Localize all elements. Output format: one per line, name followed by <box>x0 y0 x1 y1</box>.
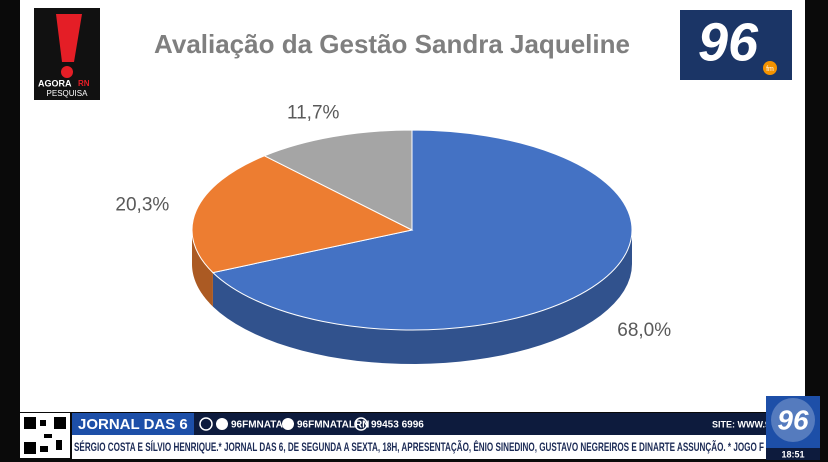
ticker-logo: 96 <box>777 404 809 435</box>
agora-logo: AGORA RN PESQUISA <box>34 8 100 100</box>
data-label: 20,3% <box>115 194 169 215</box>
ticker-logo-ring <box>771 398 815 442</box>
data-label: 11,7% <box>287 102 340 123</box>
slice <box>191 155 414 274</box>
facebook-icon <box>216 418 228 430</box>
ticker-bottom <box>72 435 772 459</box>
instagram: 96FMNATAL <box>231 420 289 431</box>
logo-dot <box>61 66 73 78</box>
logo-brand: AGORA <box>38 78 72 88</box>
program: JORNAL DAS 6 <box>78 416 188 433</box>
site: SITE: WWW.96F <box>712 419 781 429</box>
time-bg <box>766 448 820 460</box>
ticker: JORNAL DAS 6 96FMNATAL 96FMNATALRN 99453… <box>20 396 820 460</box>
youtube: 96FMNATALRN <box>297 420 369 431</box>
ticker-text: SÉRGIO COSTA E SÍLVIO HENRIQUE.* JORNAL … <box>74 441 764 454</box>
whatsapp-icon <box>354 417 368 431</box>
program-bg <box>72 413 194 435</box>
slice-side <box>192 230 213 307</box>
whatsapp: 99453 6996 <box>371 420 424 431</box>
pie-chart: 68,0% 20,3% 11,7% <box>115 102 671 364</box>
slice <box>263 129 413 231</box>
qr-code <box>24 417 66 454</box>
data-label: 68,0% <box>617 320 671 341</box>
logo-badge <box>763 61 777 75</box>
logo-region: RN <box>78 79 90 88</box>
instagram-icon <box>199 417 213 431</box>
slice-side <box>212 230 632 364</box>
ticker-top <box>72 413 772 435</box>
ticker-logo-bg <box>766 396 820 448</box>
logo-suffix: fm <box>766 66 774 73</box>
logo-label: PESQUISA <box>47 89 89 98</box>
youtube-icon <box>282 418 294 430</box>
logo-mark <box>56 14 82 62</box>
chart-title: Avaliação da Gestão Sandra Jaqueline <box>154 29 630 59</box>
logo-number: 96 <box>698 12 759 72</box>
slice <box>211 129 633 331</box>
time: 18:51 <box>781 449 804 459</box>
radio-logo: 96 fm <box>680 10 792 80</box>
